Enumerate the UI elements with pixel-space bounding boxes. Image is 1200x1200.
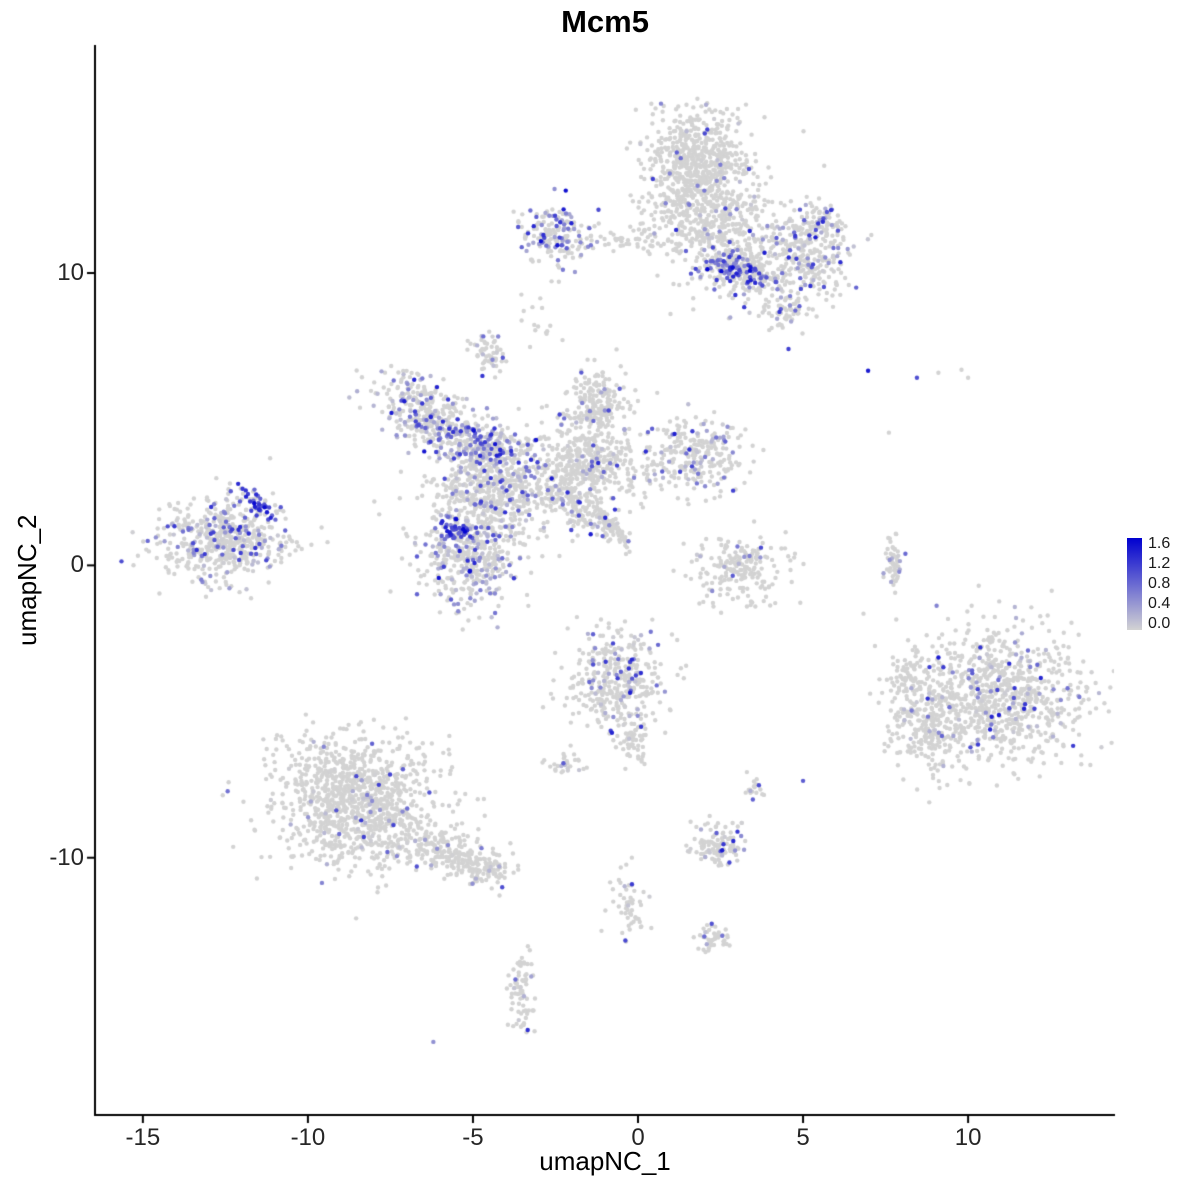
x-tick-label: 10: [954, 1124, 982, 1151]
colorbar-legend: 1.6 1.2 0.8 0.4 0.0: [1127, 535, 1199, 632]
x-tick-label: -15: [125, 1124, 161, 1151]
colorbar-tick-label: 1.6: [1148, 535, 1171, 552]
y-axis-title: umapNC_2: [12, 514, 42, 646]
y-tick-label: -10: [49, 843, 84, 871]
y-tick-label: 10: [57, 259, 84, 287]
colorbar-tick-label: 0.8: [1148, 575, 1171, 592]
plot-title: Mcm5: [561, 4, 649, 39]
x-tick-label: 5: [796, 1124, 810, 1151]
colorbar-gradient: [1127, 538, 1142, 630]
x-tick-label: 0: [631, 1124, 645, 1151]
colorbar-tick-label: 0.0: [1148, 615, 1171, 632]
x-tick-label: -5: [462, 1124, 484, 1151]
x-axis-title: umapNC_1: [539, 1146, 671, 1176]
colorbar-tick-label: 0.4: [1148, 595, 1171, 612]
colorbar-tick-label: 1.2: [1148, 555, 1171, 572]
x-tick-label: -10: [290, 1124, 326, 1151]
y-tick-label: 0: [70, 551, 84, 579]
